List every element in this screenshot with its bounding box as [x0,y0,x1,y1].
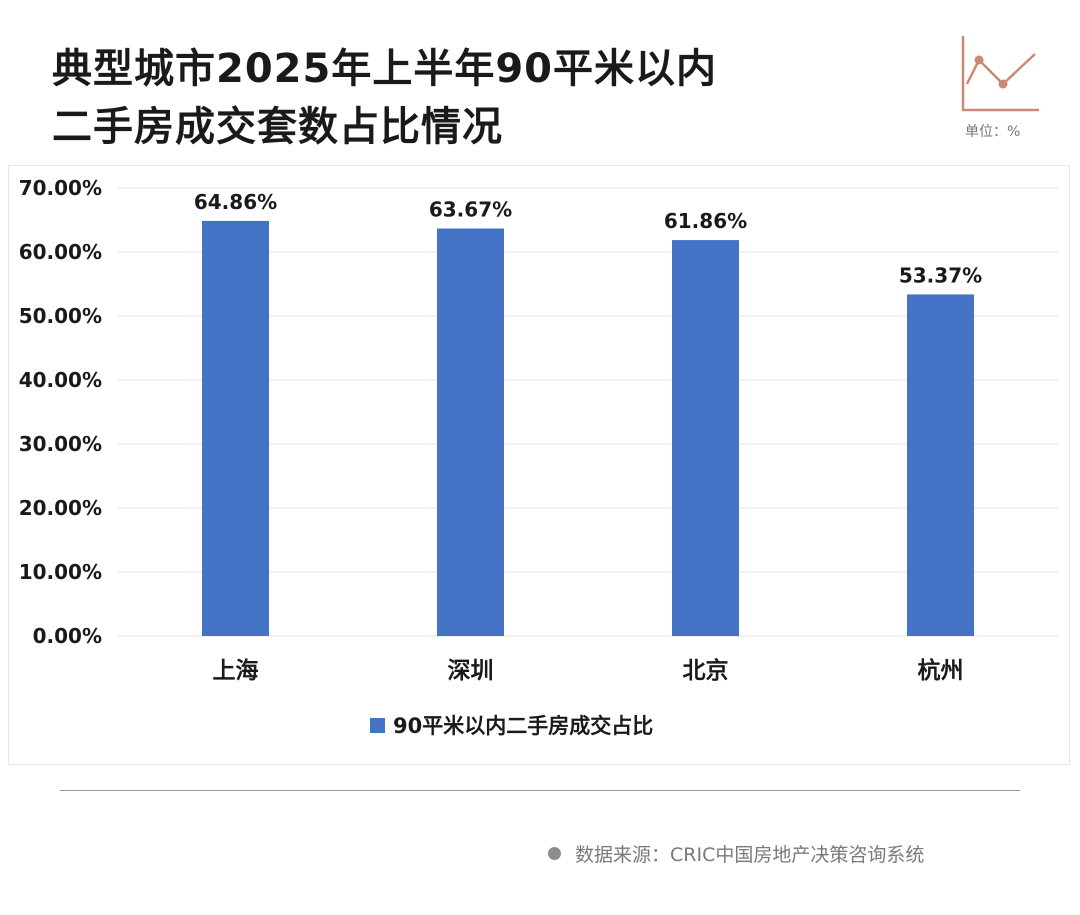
y-tick-label: 40.00% [19,368,102,392]
y-tick-label: 30.00% [19,432,102,456]
bar [202,220,269,636]
footer-divider [60,790,1020,791]
bar [672,240,739,636]
title-line-1: 典型城市2025年上半年90平米以内 [52,46,717,92]
category-label: 北京 [683,657,729,684]
line-chart-icon [961,36,1039,112]
category-label: 杭州 [918,657,964,684]
legend-swatch [370,718,385,733]
y-tick-label: 50.00% [19,304,102,328]
data-label: 63.67% [429,198,512,222]
bar-chart: 0.00% 10.00% 20.00% 30.00% 40.00% 50.00% 60.00… [19,176,1058,738]
data-label: 53.37% [899,263,982,287]
data-source: 数据来源：CRIC中国房地产决策咨询系统 [548,840,924,867]
source-text: 数据来源：CRIC中国房地产决策咨询系统 [575,844,925,866]
bullet-dot-icon [548,847,561,860]
chart-area [8,165,1070,765]
y-tick-label: 10.00% [19,560,102,584]
y-tick-label: 0.00% [33,624,102,648]
category-label: 上海 [213,657,259,684]
y-tick-label: 60.00% [19,240,102,264]
category-label: 深圳 [448,658,494,684]
title-line-2: 二手房成交套数占比情况 [52,104,503,150]
legend-label: 90平米以内二手房成交占比 [393,714,653,738]
bar [907,294,974,636]
bar [437,228,504,636]
data-label: 61.86% [664,209,747,233]
chart-title: 典型城市2025年上半年90平米以内 二手房成交套数占比情况 [52,40,717,156]
unit-label: 单位：% [965,124,1021,140]
y-tick-label: 20.00% [19,496,102,520]
y-tick-label: 70.00% [19,176,102,200]
data-label: 64.86% [194,190,277,214]
